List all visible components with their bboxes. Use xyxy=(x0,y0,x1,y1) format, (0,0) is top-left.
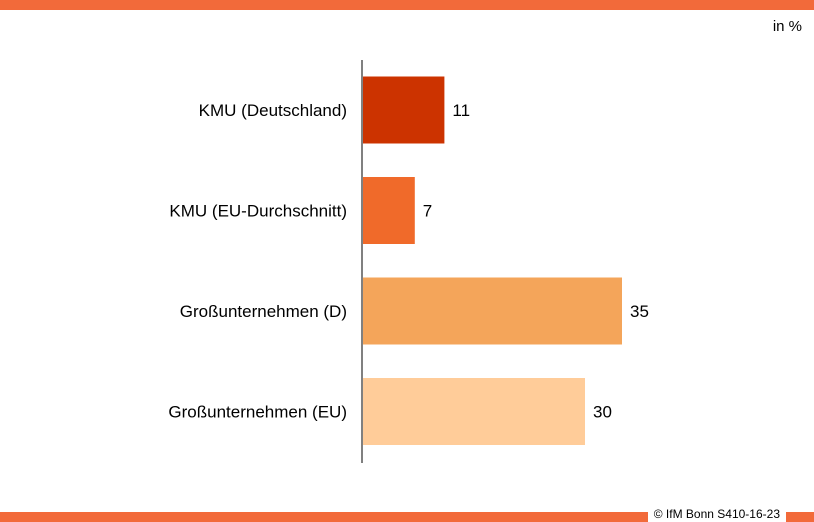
bottom-accent-bar xyxy=(0,512,814,522)
bar-2 xyxy=(363,177,415,244)
value-label-2: 7 xyxy=(423,202,432,221)
value-label-1: 11 xyxy=(452,101,470,120)
bars-layer: KMU (Deutschland) 11 KMU (EU-Durchschnitt)… xyxy=(168,76,649,445)
copyright-credit: © IfM Bonn S410-16-23 xyxy=(647,506,786,522)
category-label-1: KMU (Deutschland) xyxy=(199,101,347,120)
bar-1 xyxy=(363,76,445,144)
bar-3 xyxy=(363,277,622,345)
value-label-3: 35 xyxy=(630,302,649,321)
top-accent-bar xyxy=(0,0,814,10)
value-label-4: 30 xyxy=(593,403,612,422)
unit-label: in % xyxy=(772,18,802,35)
category-label-3: Großunternehmen (D) xyxy=(180,302,347,321)
category-label-2: KMU (EU-Durchschnitt) xyxy=(169,202,347,221)
bar-4 xyxy=(363,378,585,445)
category-label-4: Großunternehmen (EU) xyxy=(168,403,347,422)
